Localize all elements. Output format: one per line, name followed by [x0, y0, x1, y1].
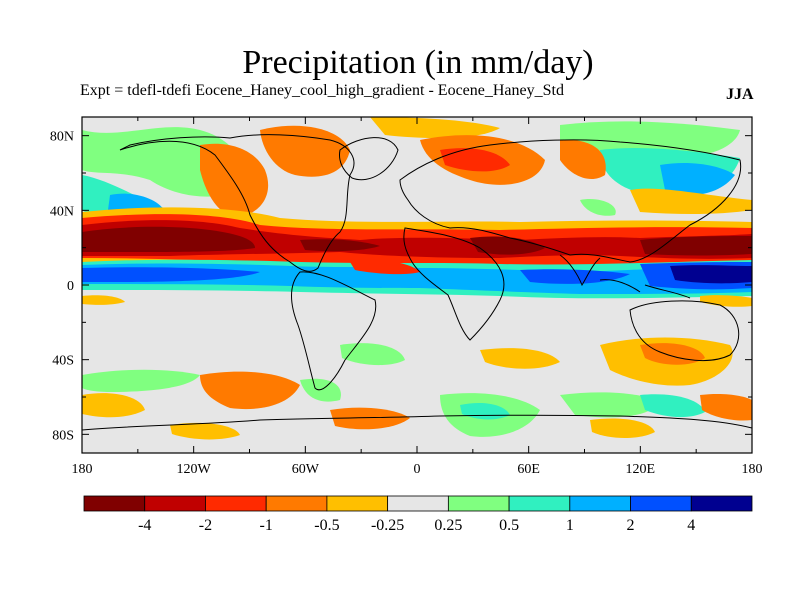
- anomaly-patch: [700, 393, 752, 421]
- anomaly-patch: [520, 269, 630, 284]
- north-america-coast: [119, 134, 355, 272]
- colorbar-swatch: [83, 495, 146, 512]
- anomaly-patch: [640, 394, 705, 418]
- colorbar-label: -4: [138, 517, 151, 534]
- y-axis: 80N 40N 0 40S 80S: [50, 130, 752, 443]
- x-tick-label: 60W: [292, 462, 320, 477]
- colorbar-label: 0.5: [499, 517, 519, 534]
- anomaly-patch: [370, 117, 500, 139]
- colorbar-label: 0.25: [434, 517, 462, 534]
- anomaly-patch: [590, 418, 655, 438]
- x-tick-label: 120W: [177, 462, 212, 477]
- colorbar-swatch: [326, 495, 389, 512]
- anomaly-patch: [340, 343, 405, 366]
- colorbar: -4 -2 -1 -0.5 -0.25 0.25 0.5 1 2 4: [83, 495, 753, 534]
- colorbar-label: -1: [260, 517, 273, 534]
- anomaly-patch: [670, 265, 752, 284]
- colorbar-swatch: [630, 495, 692, 512]
- anomaly-patch: [82, 267, 260, 282]
- anomaly-patch: [82, 220, 752, 259]
- europe-asia-coast: [399, 139, 742, 263]
- anomaly-patch: [82, 127, 243, 197]
- anomaly-patch: [82, 369, 200, 392]
- anomaly-patch: [300, 239, 380, 252]
- anomaly-patch: [560, 121, 740, 159]
- anomaly-patch: [480, 348, 560, 369]
- africa-coast: [403, 227, 505, 341]
- y-tick-label: 80S: [52, 428, 74, 443]
- x-tick-label: 60E: [517, 462, 540, 477]
- south-america-coast: [291, 271, 377, 391]
- colorbar-label: 2: [627, 517, 635, 534]
- colorbar-swatch: [265, 495, 328, 512]
- season-label: JJA: [726, 86, 754, 103]
- maritime-islands: [599, 279, 691, 299]
- colorbar-label: 1: [566, 517, 574, 534]
- colorbar-swatch: [144, 495, 206, 512]
- anomaly-patch: [560, 139, 606, 180]
- colorbar-label: -0.25: [371, 517, 404, 534]
- colorbar-label: -2: [199, 517, 212, 534]
- chart-title: Precipitation (in mm/day): [242, 44, 594, 81]
- anomaly-patch: [660, 163, 735, 195]
- colorbar-label: -0.5: [314, 517, 339, 534]
- y-tick-label: 80N: [50, 130, 74, 145]
- australia-coast: [629, 300, 740, 361]
- colorbar-swatch: [508, 495, 571, 512]
- anomaly-patch: [630, 188, 752, 215]
- greenland-coast: [339, 137, 399, 181]
- anomaly-patch: [640, 236, 752, 256]
- colorbar-swatch: [205, 495, 267, 512]
- colorbar-swatch: [690, 495, 753, 512]
- colorbar-swatch: [447, 495, 510, 512]
- y-tick-label: 0: [67, 279, 74, 294]
- x-tick-label: 180: [742, 462, 763, 477]
- anomaly-patch: [200, 371, 300, 410]
- anomaly-patch: [82, 295, 125, 305]
- anomaly-patch: [470, 236, 545, 255]
- coastlines: [82, 134, 752, 431]
- anomaly-patch: [350, 260, 420, 275]
- x-tick-label: 120E: [626, 462, 656, 477]
- anomaly-patch: [580, 199, 616, 216]
- x-axis: 180 120W 60W 0 60E 120E 180: [72, 117, 763, 477]
- colorbar-label: 4: [687, 517, 695, 534]
- experiment-subtitle: Expt = tdefl-tdefi Eocene_Haney_cool_hig…: [80, 82, 564, 99]
- anomaly-patch: [440, 148, 510, 172]
- anomaly-patch: [82, 226, 255, 252]
- antarctica-coast: [82, 414, 752, 431]
- x-tick-label: 0: [414, 462, 421, 477]
- y-tick-label: 40S: [52, 354, 74, 369]
- anomaly-patch: [170, 422, 240, 440]
- y-tick-label: 40N: [50, 204, 74, 219]
- colorbar-swatch: [387, 495, 449, 512]
- anomaly-patch: [330, 407, 410, 430]
- anomaly-patch: [260, 125, 350, 177]
- anomaly-patch: [560, 392, 660, 418]
- anomaly-patch: [82, 393, 145, 418]
- colorbar-swatch: [569, 495, 631, 512]
- india-coast: [559, 254, 601, 287]
- x-tick-label: 180: [72, 462, 93, 477]
